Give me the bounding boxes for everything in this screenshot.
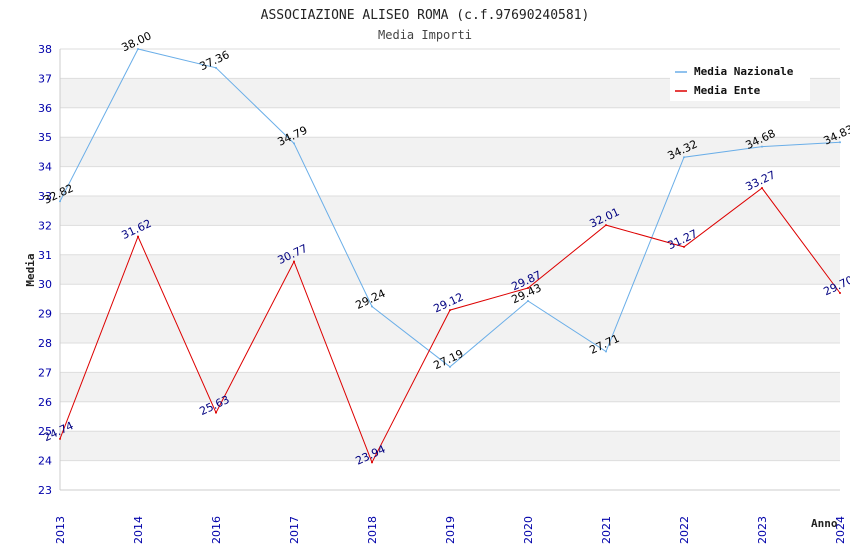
grid-band	[60, 372, 840, 402]
y-tick-label: 37	[38, 72, 52, 85]
y-tick-label: 36	[38, 102, 52, 115]
chart-subtitle: Media Importi	[378, 28, 472, 42]
x-tick-label: 2020	[522, 516, 535, 544]
x-tick-label: 2019	[444, 516, 457, 544]
data-point	[215, 411, 217, 414]
legend-label-media-nazionale: Media Nazionale	[694, 65, 794, 78]
y-tick-label: 32	[38, 219, 52, 232]
data-point	[293, 142, 295, 145]
data-point	[839, 292, 841, 295]
x-tick-label: 2014	[132, 516, 145, 544]
y-tick-label: 29	[38, 308, 52, 321]
grid-bands	[60, 49, 840, 490]
y-tick-label: 38	[38, 43, 52, 56]
data-point	[683, 156, 685, 159]
legend-background	[670, 61, 810, 101]
grid-band	[60, 284, 840, 314]
x-tick-label: 2013	[54, 516, 67, 544]
y-tick-label: 23	[38, 484, 52, 497]
data-point	[59, 200, 61, 203]
x-tick-label: 2018	[366, 516, 379, 544]
data-point	[605, 224, 607, 227]
y-tick-label: 30	[38, 278, 52, 291]
legend-label-media-ente: Media Ente	[694, 84, 761, 97]
data-point	[761, 145, 763, 148]
data-point	[137, 235, 139, 238]
y-tick-label: 26	[38, 396, 52, 409]
y-tick-label: 34	[38, 161, 52, 174]
data-point	[293, 260, 295, 263]
legend: Media Nazionale Media Ente	[670, 61, 810, 101]
grid-band	[60, 107, 840, 138]
grid-band	[60, 166, 840, 196]
data-point	[137, 48, 139, 50]
y-tick-label: 27	[38, 366, 52, 379]
data-point	[371, 305, 373, 308]
data-point	[59, 437, 61, 440]
y-tick-label: 31	[38, 249, 52, 262]
y-tick-label: 33	[38, 190, 52, 203]
grid-band	[60, 196, 840, 226]
data-point	[449, 309, 451, 312]
x-tick-label: 2021	[600, 516, 613, 544]
grid-lines	[60, 48, 840, 491]
y-tick-label: 24	[38, 455, 52, 468]
y-axis-ticks: 23 24 25 26 27 28 29 30 31 32 33 34 35 36 37 38	[38, 43, 52, 497]
grid-band	[60, 460, 840, 490]
y-tick-label: 28	[38, 337, 52, 350]
data-point	[839, 141, 841, 144]
grid-band	[60, 225, 840, 255]
series-group	[59, 48, 841, 464]
grid-band	[60, 431, 840, 461]
data-point	[527, 299, 529, 302]
y-tick-label: 25	[38, 425, 52, 438]
x-axis-ticks: 2013 2014 2016 2017 2018 2019 2020 2021 2022 2023…	[54, 516, 847, 544]
data-point	[605, 350, 607, 353]
x-tick-label: 2022	[678, 516, 691, 544]
x-tick-label: 2016	[210, 516, 223, 544]
data-point	[215, 66, 217, 69]
data-point	[761, 187, 763, 190]
grid-band	[60, 313, 840, 343]
grid-band	[60, 254, 840, 285]
grid-band	[60, 401, 840, 432]
chart-title: ASSOCIAZIONE ALISEO ROMA (c.f.9769024058…	[261, 8, 590, 23]
x-axis-label: Anno	[811, 517, 838, 530]
x-tick-label: 2017	[288, 516, 301, 544]
y-axis-label: Media	[24, 253, 37, 286]
x-tick-label: 2023	[756, 516, 769, 544]
data-point	[527, 287, 529, 290]
grid-band	[60, 137, 840, 167]
data-point	[371, 461, 373, 464]
data-point	[449, 365, 451, 368]
data-point	[683, 245, 685, 248]
x-tick-label: 2024	[834, 516, 847, 544]
y-tick-label: 35	[38, 131, 52, 144]
